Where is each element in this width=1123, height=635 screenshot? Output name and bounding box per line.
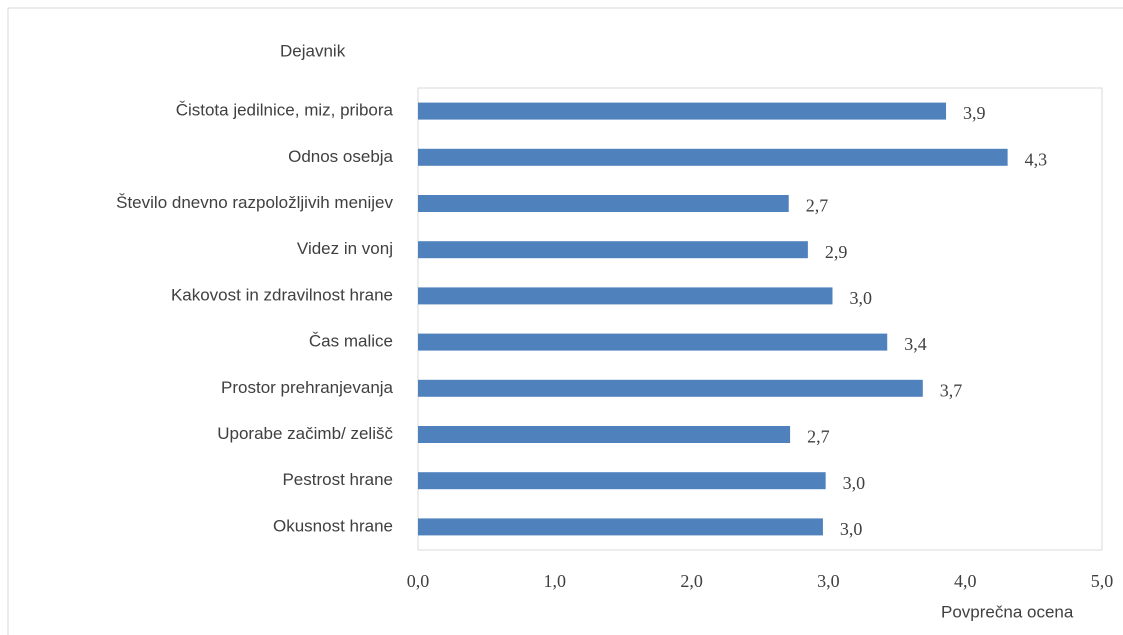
value-label: 2,7 [807,427,830,447]
value-label: 3,0 [850,288,873,308]
bar [418,102,947,120]
bar [418,287,833,305]
value-label: 3,4 [904,334,927,354]
y-tick-label: Kakovost in zdravilnost hrane [171,285,393,304]
bar [418,379,923,397]
y-tick-label: Videz in vonj [297,239,393,258]
chart-border [7,7,1123,635]
value-label: 3,9 [963,103,986,123]
x-tick-label: 5,0 [1091,571,1114,591]
bar [418,333,888,351]
x-tick-label: 0,0 [407,571,430,591]
x-tick-label: 1,0 [544,571,567,591]
y-tick-label: Uporabe začimb/ zelišč [217,424,393,443]
bar [418,241,808,259]
value-label: 3,0 [843,473,866,493]
y-tick-label: Število dnevno razpoložljivih menijev [116,193,393,212]
x-tick-label: 2,0 [680,571,703,591]
value-label: 3,7 [940,380,963,400]
y-tick-label: Čas malice [309,332,393,351]
x-tick-label: 4,0 [954,571,977,591]
y-tick-label: Prostor prehranjevanja [221,378,394,397]
bar [418,426,791,443]
bar [418,472,826,490]
y-tick-label: Okusnost hrane [273,516,393,535]
value-label: 4,3 [1025,149,1048,169]
bar [418,518,823,536]
y-axis-label: Dejavnik [280,41,346,60]
bar [418,195,789,212]
y-tick-label: Odnos osebja [288,147,393,166]
y-tick-label: Pestrost hrane [282,470,393,489]
x-tick-label: 3,0 [817,571,840,591]
bar [418,148,1008,166]
x-axis-label: Povprečna ocena [941,602,1074,621]
value-label: 2,9 [825,242,848,262]
plot-area [417,87,1103,551]
y-tick-label: Čistota jedilnice, miz, pribora [176,101,394,120]
value-label: 3,0 [840,519,863,539]
value-label: 2,7 [806,196,829,216]
